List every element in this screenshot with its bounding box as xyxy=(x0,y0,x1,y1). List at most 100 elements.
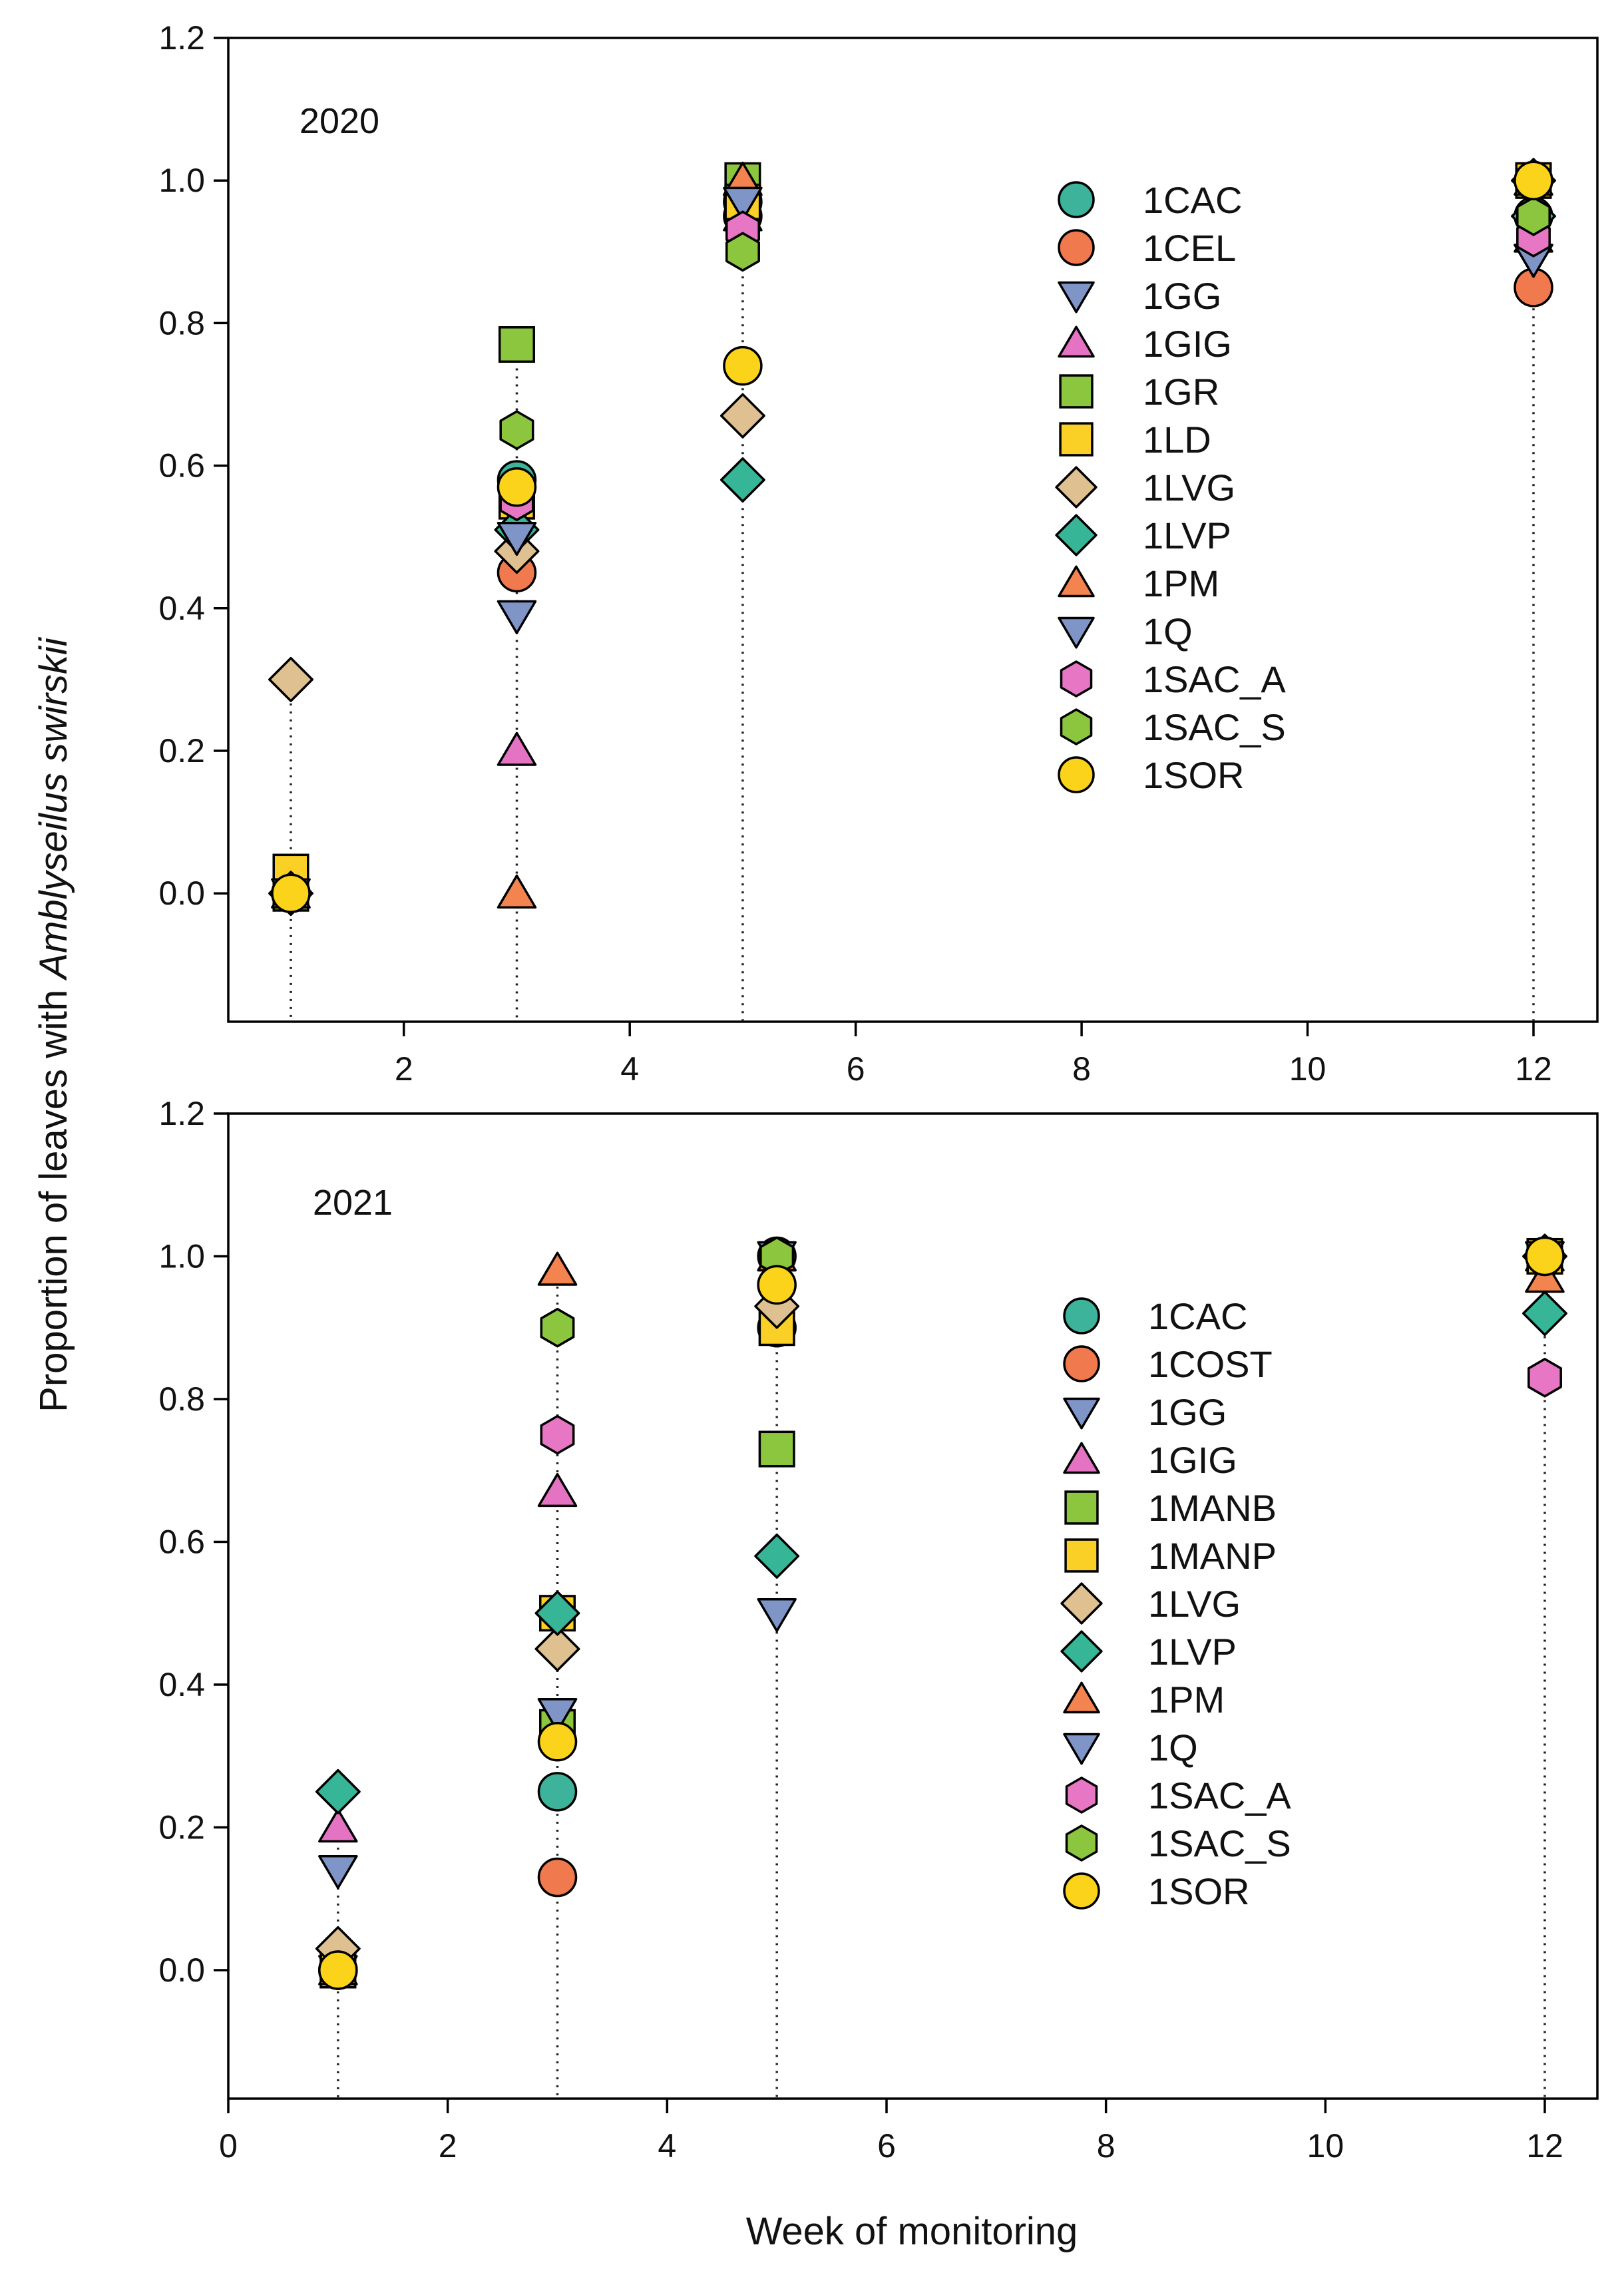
data-point xyxy=(318,1950,358,1990)
data-point xyxy=(537,1251,578,1286)
data-point xyxy=(497,600,537,634)
y-tick-label: 1.0 xyxy=(158,162,205,199)
legend-label: 1MANB xyxy=(1148,1487,1277,1529)
data-point xyxy=(758,1430,795,1468)
data-point xyxy=(1522,1291,1567,1337)
legend-label: 1CAC xyxy=(1143,179,1242,221)
data-point xyxy=(757,1265,797,1305)
data-point xyxy=(719,393,765,439)
legend-marker xyxy=(1058,565,1095,598)
y-tick-label: 1.0 xyxy=(158,1237,205,1275)
legend-label: 1GR xyxy=(1143,371,1219,413)
y-tick-label: 0.8 xyxy=(158,304,205,341)
data-point xyxy=(534,1626,580,1672)
plot-frame xyxy=(227,37,1599,1023)
data-point xyxy=(1525,1236,1565,1277)
data-point xyxy=(315,1768,361,1814)
legend-label: 1LVG xyxy=(1148,1583,1241,1625)
legend-marker xyxy=(1058,616,1095,649)
legend-label: 1CAC xyxy=(1148,1295,1247,1337)
data-point xyxy=(318,1855,358,1890)
data-point xyxy=(754,1533,800,1579)
legend-label: 1GG xyxy=(1148,1391,1227,1433)
legend-label: 1SAC_A xyxy=(1148,1774,1291,1816)
legend-marker xyxy=(1058,229,1095,266)
legend-label: 1Q xyxy=(1143,610,1193,652)
y-axis-title-prefix: Proportion of leaves with xyxy=(32,979,75,1412)
data-point xyxy=(268,656,313,702)
y-tick-label: 0.6 xyxy=(158,1523,205,1560)
legend: 1CAC 1CEL 1GG 1GIG 1GR 1LD 1LVG 1LVP 1PM 1Q 1SAC_A… xyxy=(1055,179,1286,796)
x-axis-title: Week of monitoring xyxy=(746,2210,1078,2253)
data-point xyxy=(537,1722,578,1762)
x-tick-label: 2 xyxy=(395,1050,413,1088)
legend-marker xyxy=(1058,325,1095,358)
legend-label: 1MANP xyxy=(1148,1535,1277,1577)
legend-marker xyxy=(1063,1442,1100,1474)
y-tick-label: 0.0 xyxy=(158,1952,205,1989)
legend-marker xyxy=(1055,514,1098,556)
x-tick-label: 4 xyxy=(658,2127,676,2165)
x-tick-label: 4 xyxy=(620,1050,639,1088)
data-point xyxy=(540,1414,575,1455)
legend: 1CAC 1COST 1GG 1GIG 1MANB 1MANP 1LVG 1LVP 1PM 1Q 1… xyxy=(1060,1295,1291,1912)
legend-label: 1GIG xyxy=(1148,1439,1237,1481)
y-tick-label: 0.8 xyxy=(158,1380,205,1418)
legend-marker xyxy=(1058,181,1095,218)
y-axis-title: Proportion of leaves with Amblyseilus sw… xyxy=(32,636,75,1412)
legend-label: 1SOR xyxy=(1148,1870,1250,1912)
legend-marker xyxy=(1060,1630,1103,1673)
data-point xyxy=(1527,1358,1562,1398)
panel-2021: 0.00.20.40.60.81.01.20 2 4 6 8 10 1220211CAC1C… xyxy=(158,1095,1599,2165)
data-point xyxy=(537,1473,578,1508)
x-tick-label: 6 xyxy=(847,1050,865,1088)
legend-label: 1LVG xyxy=(1143,467,1235,509)
legend-marker xyxy=(1058,281,1095,313)
legend-marker xyxy=(1065,1824,1098,1862)
legend-label: 1GG xyxy=(1143,275,1221,317)
data-point xyxy=(497,874,537,909)
series-1LVP xyxy=(315,1291,1567,1814)
legend-marker xyxy=(1063,1297,1100,1335)
data-point xyxy=(498,326,535,363)
data-point xyxy=(723,186,763,221)
data-point xyxy=(725,232,760,272)
data-point xyxy=(719,457,765,503)
legend-marker xyxy=(1063,1397,1100,1430)
legend-marker xyxy=(1060,708,1093,745)
x-tick-label: 8 xyxy=(1097,2127,1116,2165)
legend-label: 1LVP xyxy=(1143,515,1231,556)
x-tick-label: 6 xyxy=(877,2127,896,2165)
y-tick-label: 0.4 xyxy=(158,590,205,627)
plot-frame xyxy=(227,1112,1599,2100)
series-1SOR xyxy=(318,1236,1565,1990)
legend-marker xyxy=(1065,1776,1098,1814)
legend-label: 1LD xyxy=(1143,419,1211,461)
data-point xyxy=(534,1590,580,1636)
y-axis-title-species: Amblyseilus swirskii xyxy=(32,636,75,981)
legend-label: 1PM xyxy=(1148,1679,1225,1721)
x-tick-label: 0 xyxy=(219,2127,238,2165)
data-point xyxy=(723,345,763,386)
legend-label: 1SAC_S xyxy=(1148,1822,1291,1864)
legend-marker xyxy=(1063,1345,1100,1382)
data-point xyxy=(271,873,311,913)
data-point xyxy=(537,1698,578,1733)
legend-marker xyxy=(1064,1490,1099,1525)
data-point xyxy=(499,410,534,450)
year-label: 2021 xyxy=(313,1183,393,1223)
data-point xyxy=(540,1307,575,1348)
data-point xyxy=(537,1857,578,1898)
x-tick-label: 8 xyxy=(1072,1050,1091,1088)
legend-marker xyxy=(1059,374,1094,409)
legend-label: 1SAC_S xyxy=(1143,706,1286,748)
series-1SOR xyxy=(271,160,1553,913)
y-tick-label: 0.2 xyxy=(158,1808,205,1846)
legend-marker xyxy=(1059,422,1094,457)
data-point xyxy=(1516,196,1551,236)
y-tick-label: 0.2 xyxy=(158,732,205,769)
x-tick-label: 2 xyxy=(439,2127,457,2165)
legend-label: 1SAC_A xyxy=(1143,658,1286,700)
